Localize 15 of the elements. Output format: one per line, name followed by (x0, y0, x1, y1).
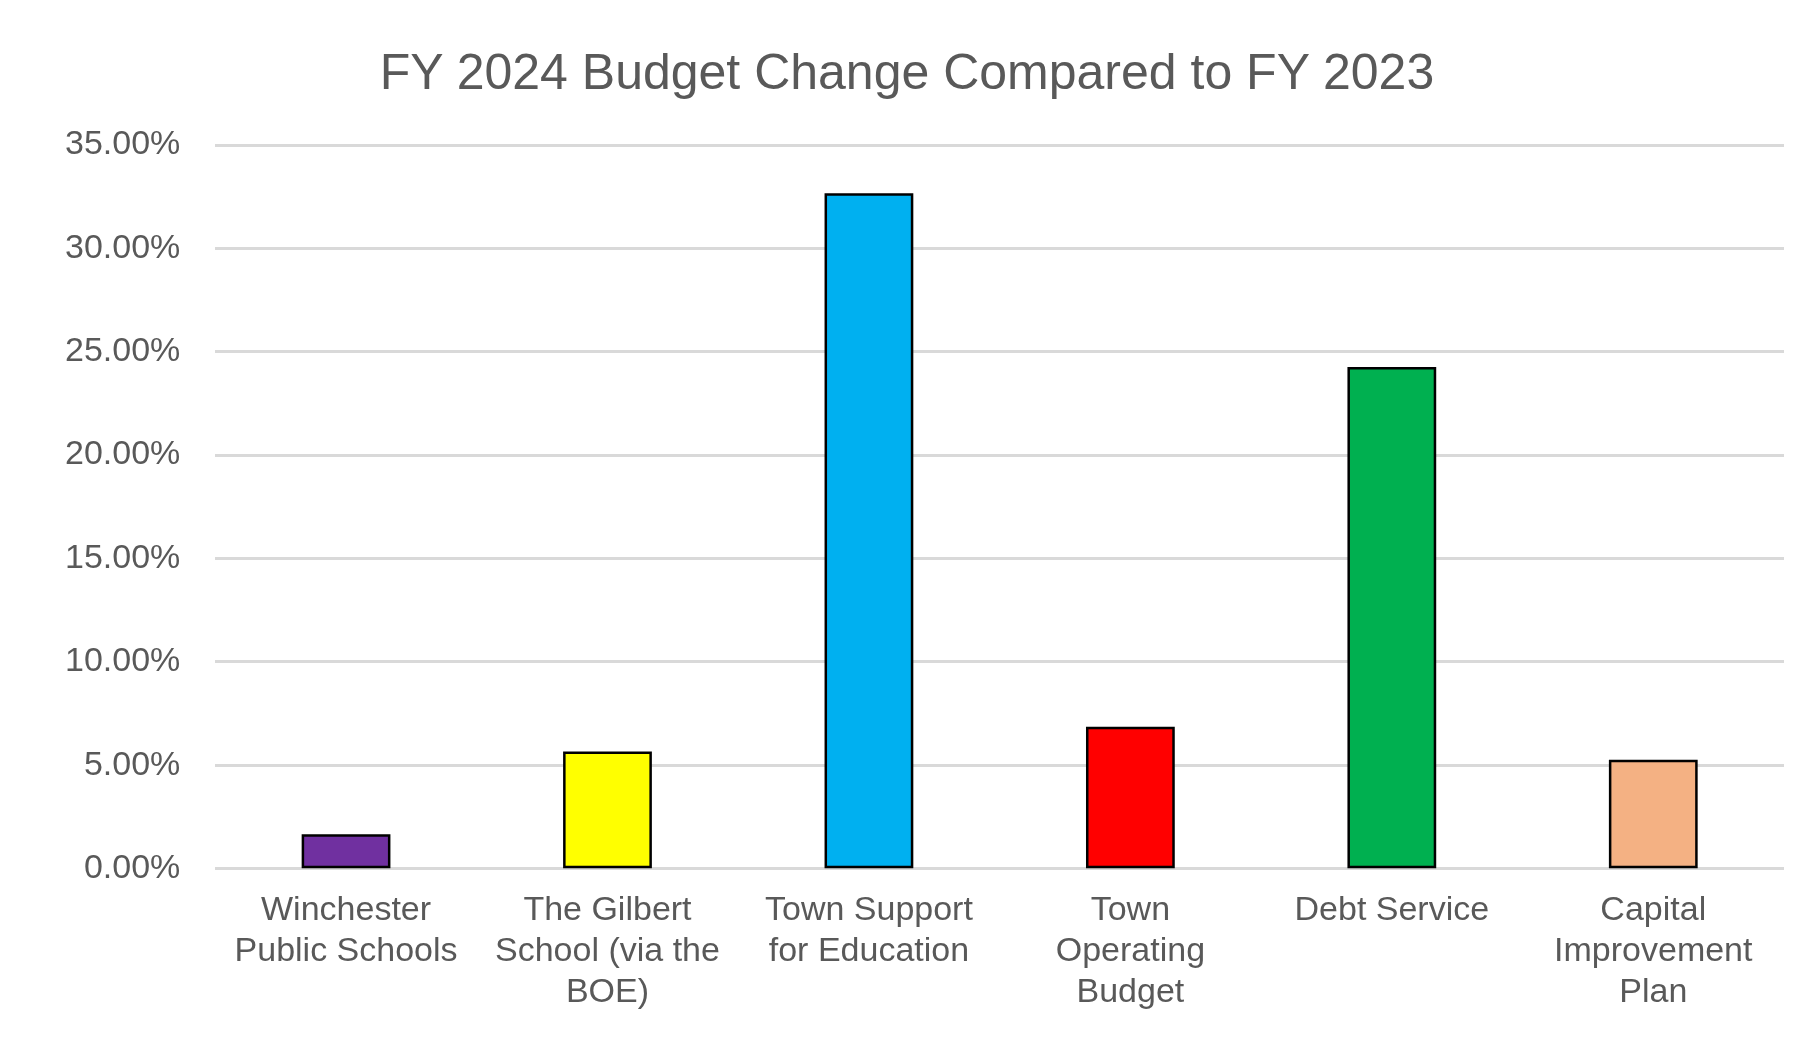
y-tick-label: 0.00% (83, 846, 181, 885)
y-tick-label: 5.00% (83, 743, 181, 782)
y-tick-label: 35.00% (64, 123, 181, 162)
y-tick-label: 15.00% (64, 536, 181, 575)
chart-title: FY 2024 Budget Change Compared to FY 2023 (379, 43, 1435, 100)
x-tick-label: Debt Service (1294, 889, 1490, 928)
x-tick-label: Town Operating Budget (1055, 889, 1206, 1009)
x-tick-label: Capital Improvement Plan (1554, 889, 1754, 1009)
y-tick-label: 20.00% (64, 433, 181, 472)
x-tick-label: Town Support for Education (764, 889, 974, 969)
y-tick-label: 30.00% (64, 226, 181, 265)
x-tick-label: The Gilbert School (via the BOE) (495, 889, 720, 1009)
x-tick-label: Winchester Public Schools (234, 889, 458, 969)
y-tick-label: 25.00% (64, 330, 181, 369)
y-tick-label: 10.00% (64, 640, 181, 679)
